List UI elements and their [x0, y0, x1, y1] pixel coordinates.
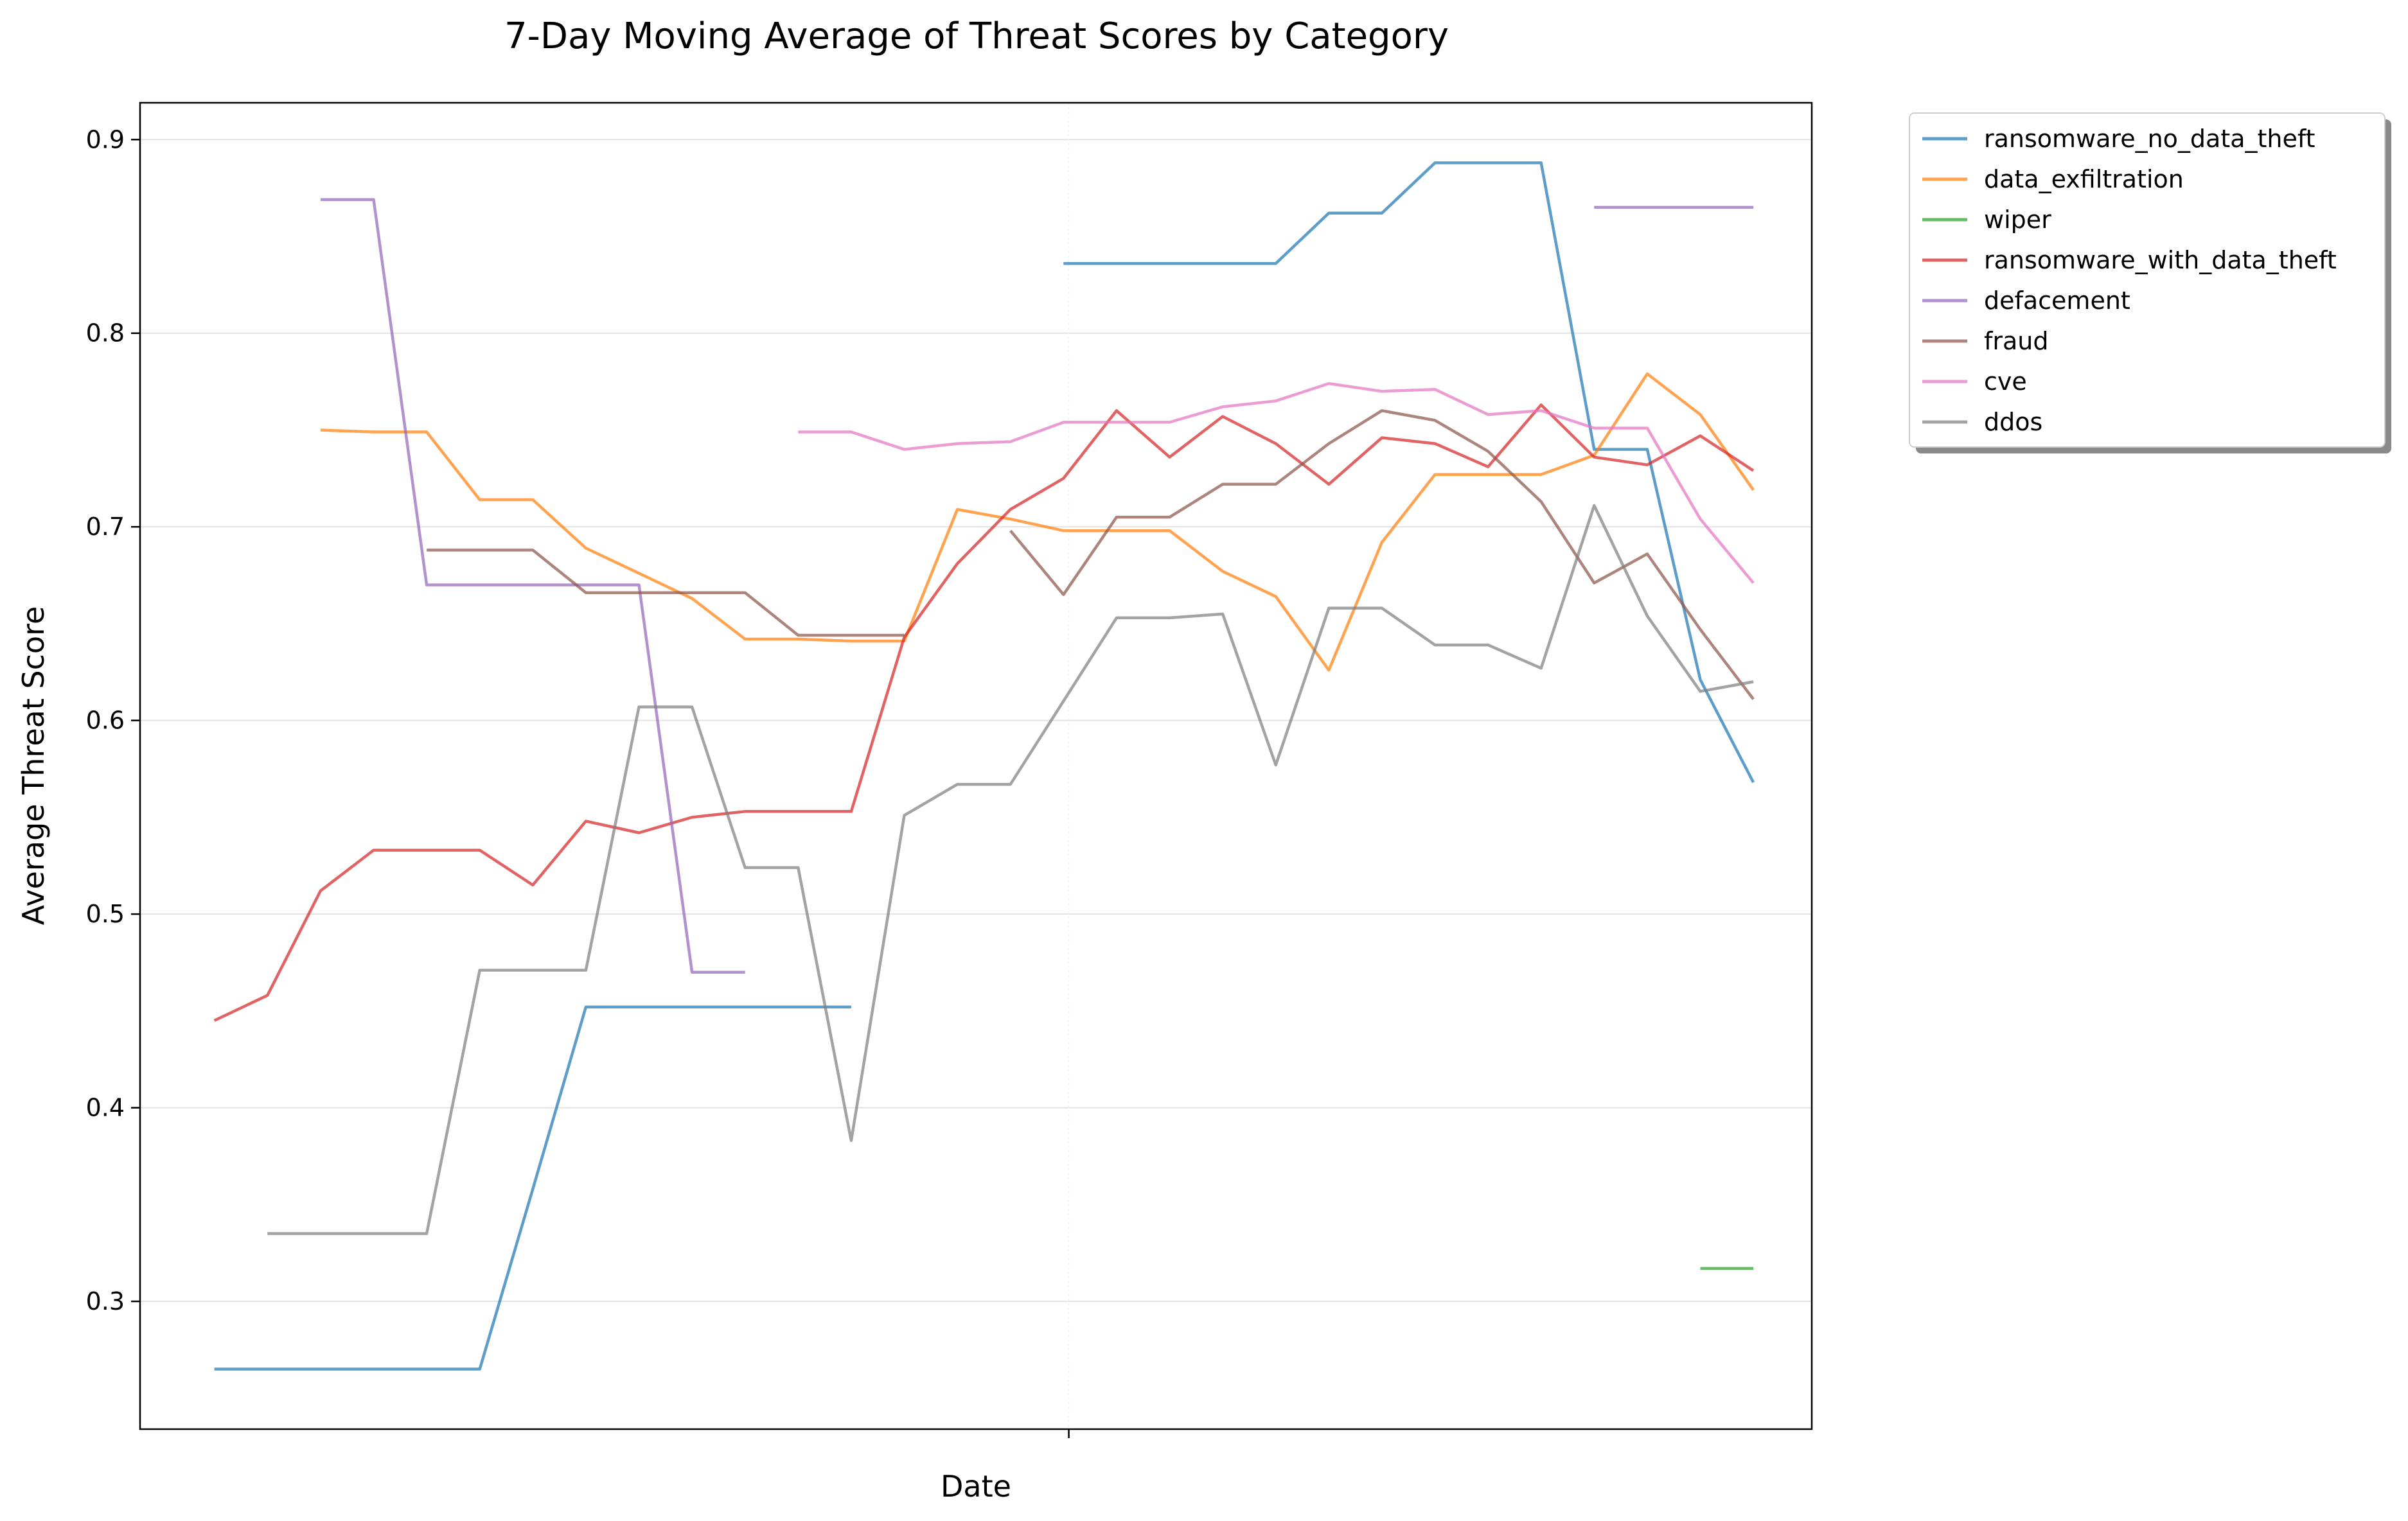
series-line-ransomware_no_data_theft [1063, 161, 1755, 784]
legend-label-defacement: defacement [1984, 286, 2130, 315]
y-tick-label: 0.8 [86, 319, 125, 347]
legend-label-ransomware_with_data_theft: ransomware_with_data_theft [1984, 246, 2337, 274]
legend-label-wiper: wiper [1984, 206, 2051, 234]
y-tick-label: 0.6 [86, 707, 125, 735]
legend: ransomware_no_data_theft data_exfiltratio… [1909, 112, 2391, 453]
series-line-ransomware_with_data_theft [213, 403, 1755, 1022]
legend-items: ransomware_no_data_theft data_exfiltratio… [1922, 125, 2337, 436]
legend-label-cve: cve [1984, 367, 2027, 396]
y-axis-ticks: 0.3 0.4 0.5 0.6 0.7 0.8 0.9 [86, 125, 140, 1315]
y-axis-label: Average Threat Score [16, 606, 51, 926]
series-line-fraud [1009, 409, 1755, 700]
y-tick-label: 0.4 [86, 1094, 125, 1122]
series-line-ransomware_no_data_theft [214, 1005, 851, 1371]
legend-box [1909, 112, 2386, 448]
y-tick-label: 0.3 [86, 1287, 125, 1315]
y-tick-label: 0.5 [86, 900, 125, 928]
series-line-data_exfiltration [320, 372, 1755, 672]
series-line-defacement [320, 198, 745, 974]
y-tick-label: 0.7 [86, 513, 125, 541]
series-line-cve [798, 382, 1755, 585]
legend-label-data_exfiltration: data_exfiltration [1984, 165, 2184, 193]
chart-title: 7-Day Moving Average of Threat Scores by… [504, 15, 1449, 57]
grid-lines [140, 103, 1812, 1429]
legend-label-fraud: fraud [1984, 327, 2049, 355]
x-axis-label: Date [941, 1469, 1011, 1504]
legend-label-ransomware_no_data_theft: ransomware_no_data_theft [1984, 125, 2315, 153]
legend-label-ddos: ddos [1984, 408, 2042, 436]
y-tick-label: 0.9 [86, 125, 125, 154]
series-line-fraud [427, 549, 905, 637]
series-line-ddos [267, 504, 1754, 1235]
plot-area-frame [139, 101, 1813, 1430]
series-lines [213, 161, 1755, 1371]
